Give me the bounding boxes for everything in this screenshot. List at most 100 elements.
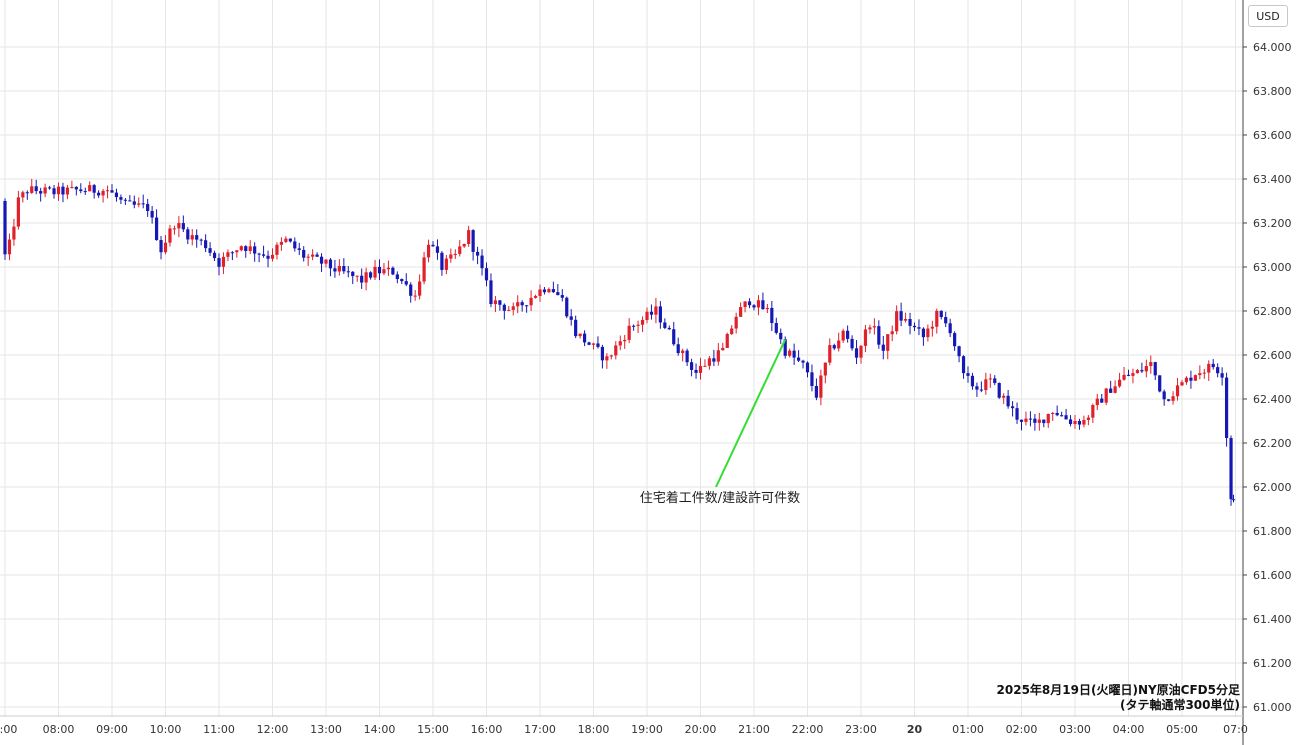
candle-body	[863, 329, 868, 346]
candle-body	[747, 301, 752, 306]
candle-body	[39, 191, 43, 194]
candle-body	[3, 201, 7, 255]
candle-body	[1015, 408, 1019, 420]
candle-body	[1113, 386, 1117, 393]
candle-body	[886, 334, 890, 351]
candle-body	[730, 328, 734, 335]
candle-body	[293, 241, 297, 249]
candle-body	[591, 343, 596, 345]
candle-body	[961, 356, 966, 374]
candle-body	[302, 249, 306, 258]
candle-body	[105, 190, 110, 192]
candle-body	[565, 297, 569, 317]
candle-body	[25, 192, 29, 194]
candle-body	[1019, 419, 1024, 422]
candle-body	[1149, 362, 1153, 366]
candle-body	[516, 302, 520, 307]
candle-body	[484, 268, 489, 281]
candle-body	[627, 325, 631, 340]
x-tick-label: 16:00	[471, 723, 503, 736]
candle-body	[319, 256, 324, 264]
candle-body	[212, 252, 217, 259]
candle-body	[204, 240, 208, 249]
candle-body	[498, 300, 502, 305]
candle-body	[489, 280, 493, 305]
candle-body	[1175, 385, 1180, 397]
candle-body	[1046, 413, 1050, 424]
candle-body	[1193, 375, 1197, 381]
candle-body	[551, 289, 555, 293]
candle-body	[186, 229, 190, 240]
y-tick-label: 62.200	[1253, 437, 1292, 450]
y-tick-label: 63.600	[1253, 129, 1292, 142]
candle-body	[587, 342, 591, 345]
candle-body	[1037, 419, 1041, 423]
currency-unit-button[interactable]: USD	[1248, 5, 1288, 27]
candle-body	[511, 306, 515, 310]
candle-body	[672, 329, 676, 345]
candle-body	[694, 369, 698, 373]
candle-body	[1091, 405, 1095, 418]
x-tick-label: 20:00	[685, 723, 717, 736]
candle-body	[172, 228, 177, 230]
candle-body	[146, 203, 150, 212]
candle-body	[984, 379, 988, 391]
candle-body	[177, 223, 181, 229]
candle-body	[774, 323, 778, 333]
event-annotation: 住宅着工件数/建設許可件数	[640, 339, 800, 506]
candle-body	[328, 259, 333, 269]
candle-body	[391, 267, 395, 275]
candle-body	[703, 365, 707, 367]
candle-body	[600, 346, 605, 361]
candle-body	[846, 330, 850, 339]
y-axis[interactable]: 64.000 63.800 63.600 63.400 63.200 63.000 62.8…	[1243, 41, 1292, 714]
candle-body	[168, 228, 172, 243]
x-tick-label: 13:00	[310, 723, 342, 736]
candle-body	[1211, 363, 1215, 368]
candle-body	[801, 360, 805, 363]
candle-body	[199, 239, 203, 241]
candle-body	[1042, 419, 1046, 424]
candle-body	[74, 186, 78, 190]
candle-body	[56, 186, 61, 195]
candle-body	[1189, 377, 1193, 381]
y-tick-label: 61.200	[1253, 657, 1292, 670]
candle-body	[1216, 367, 1220, 374]
candle-body	[935, 310, 939, 327]
candle-body	[1158, 375, 1162, 392]
candle-body	[810, 372, 814, 386]
candle-body	[792, 350, 796, 358]
candle-body	[110, 190, 114, 193]
candle-body	[279, 241, 284, 245]
x-axis[interactable]: 7:00 08:00 09:00 10:00 11:00 12:00 13:00 14:00 1…	[0, 723, 1248, 736]
candle-body	[605, 356, 609, 361]
candle-body	[957, 346, 961, 357]
x-tick-label: 23:00	[845, 723, 877, 736]
candle-body	[716, 350, 720, 362]
candle-body	[712, 358, 716, 362]
candle-body	[1153, 362, 1157, 376]
candle-body	[30, 186, 34, 193]
candle-body	[953, 333, 957, 347]
candle-body	[315, 254, 319, 257]
candle-body	[1144, 365, 1148, 372]
candle-body	[1224, 377, 1229, 439]
y-tick-label: 62.800	[1253, 305, 1292, 318]
candle-body	[360, 275, 364, 283]
candle-body	[689, 362, 694, 370]
y-tick-label: 63.800	[1253, 85, 1292, 98]
candle-body	[681, 350, 685, 354]
candle-body	[970, 375, 975, 387]
candle-body	[779, 332, 783, 340]
x-tick-label: 05:00	[1166, 723, 1198, 736]
candle-body	[618, 341, 622, 346]
candle-body	[61, 186, 65, 195]
candle-body	[975, 386, 979, 390]
x-tick-label: 12:00	[257, 723, 289, 736]
candle-body	[1202, 372, 1206, 374]
candle-body	[814, 385, 819, 398]
y-tick-label: 61.600	[1253, 569, 1292, 582]
candle-body	[217, 258, 221, 267]
candle-body	[266, 255, 270, 259]
